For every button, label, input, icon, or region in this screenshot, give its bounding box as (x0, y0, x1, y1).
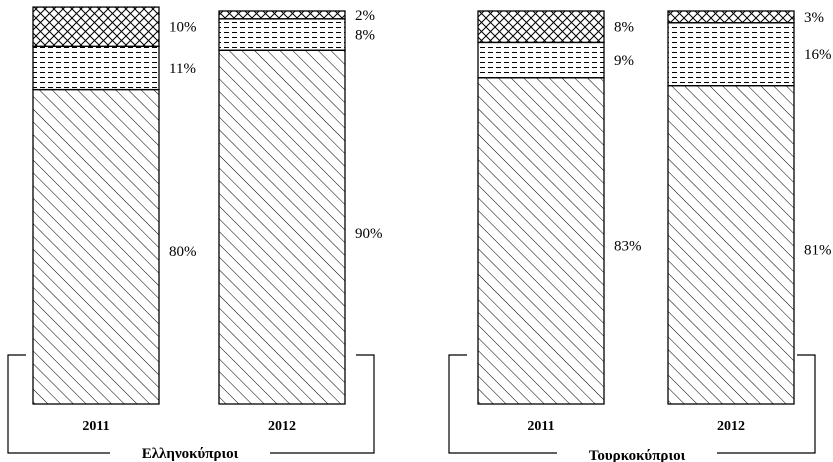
value-label: 8% (355, 28, 375, 44)
value-label: 11% (169, 61, 196, 77)
segment-crosshatch-2011 (477, 10, 605, 44)
value-label: 80% (169, 244, 197, 260)
value-label: 3% (804, 10, 824, 26)
segment-dashed-2012 (667, 22, 795, 87)
segment-diagonal-2012 (218, 49, 346, 405)
group-label: Ελληνοκύπριοι (142, 446, 239, 462)
segment-dashed-2011 (477, 41, 605, 79)
value-label: 9% (614, 53, 634, 69)
segment-diagonal-2011 (32, 88, 160, 405)
value-label: 83% (614, 239, 642, 255)
year-label-2011: 2011 (527, 419, 554, 434)
value-label: 90% (355, 226, 383, 242)
group-bracket-left (7, 354, 110, 454)
segment-crosshatch-2012 (218, 10, 346, 20)
value-label: 81% (804, 242, 832, 258)
year-label-2012: 2012 (268, 419, 296, 434)
value-label: 10% (169, 20, 197, 36)
segment-dashed-2012 (218, 18, 346, 51)
group-bracket-right (270, 354, 375, 454)
segment-crosshatch-2011 (32, 6, 160, 48)
segment-crosshatch-2012 (667, 10, 795, 24)
segment-diagonal-2012 (667, 85, 795, 405)
value-label: 2% (355, 8, 375, 24)
year-label-2012: 2012 (717, 419, 745, 434)
year-label-2011: 2011 (82, 419, 109, 434)
group-label: Τουρκοκύπριοι (589, 448, 686, 462)
chart-layer: 80% 11% 10% 2011 90% 8% 2% 2012 Ελληνοκύπριοι 83%… (7, 6, 832, 462)
group-bracket-left (448, 354, 557, 454)
segment-diagonal-2011 (477, 77, 605, 405)
group-bracket-right (717, 354, 816, 454)
value-label: 16% (804, 47, 832, 63)
segment-dashed-2011 (32, 45, 160, 91)
value-label: 8% (614, 20, 634, 36)
